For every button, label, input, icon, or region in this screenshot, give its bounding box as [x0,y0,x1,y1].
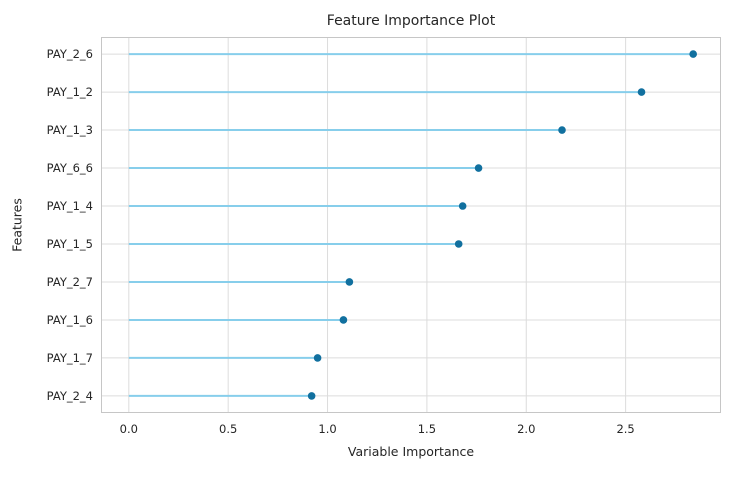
x-tick-label: 1.0 [318,422,337,436]
dot-marker [307,392,316,400]
dot-marker [558,126,566,134]
chart-title: Feature Importance Plot [326,13,496,29]
y-tick-label: PAY_2_7 [46,274,93,289]
x-tick-label: 1.5 [417,422,437,436]
x-tick-label: 2.0 [517,422,536,436]
y-tick-label: PAY_1_7 [46,350,93,365]
dot-marker [345,278,354,286]
x-axis-label: Variable Importance [347,444,475,459]
x-tick-label: 2.5 [616,422,635,436]
lollipop-chart [101,37,721,413]
y-axis-label: Features [9,198,25,252]
y-tick-label: PAY_2_6 [46,47,93,62]
y-tick-label: PAY_1_4 [46,199,93,213]
y-tick-label: PAY_6_6 [46,161,93,176]
dot-marker [313,354,322,362]
dot-marker [454,240,463,248]
dot-marker [339,316,348,324]
dot-marker [637,88,646,96]
y-tick-label: PAY_1_2 [46,85,93,100]
dot-marker [689,50,697,58]
y-tick-label: PAY_1_5 [46,236,93,251]
y-tick-label: PAY_1_3 [46,123,93,138]
y-tick-label: PAY_1_6 [46,312,93,327]
x-tick-label: 0.5 [219,422,238,436]
y-tick-label: PAY_2_4 [46,388,93,403]
x-tick-label: 0.0 [119,422,138,436]
dot-marker [474,164,483,172]
plot-area [101,37,721,413]
dot-marker [458,202,467,210]
plot-border [101,37,721,413]
